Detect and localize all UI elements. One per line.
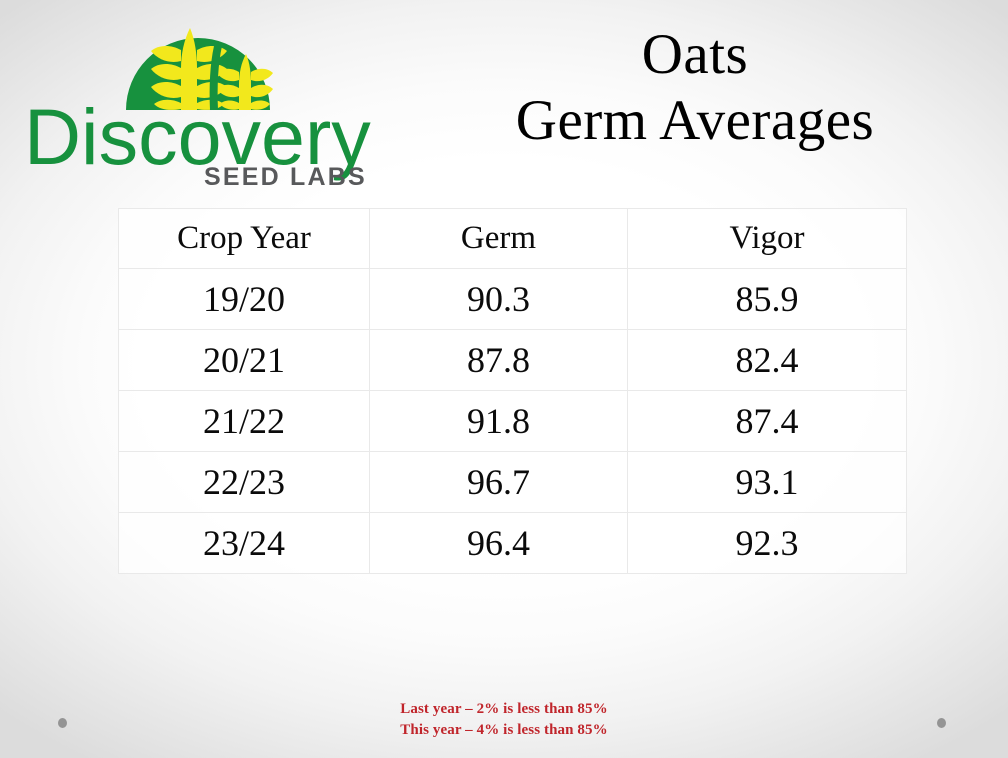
cell-germ: 96.4 xyxy=(369,512,628,574)
column-header-germ: Germ xyxy=(369,208,628,269)
decorative-dot-right xyxy=(937,718,946,728)
table-row: 21/22 91.8 87.4 xyxy=(118,390,907,452)
title-line-2: Germ Averages xyxy=(515,88,875,152)
cell-vigor: 93.1 xyxy=(627,451,907,513)
column-header-crop-year: Crop Year xyxy=(118,208,370,269)
wheat-emblem-icon xyxy=(126,28,273,110)
logo-tagline: SEED LABS xyxy=(204,163,367,191)
logo-wordmark: Discovery xyxy=(24,92,371,181)
discovery-seed-labs-logo: Discovery SEED LABS xyxy=(18,6,378,196)
cell-crop-year: 22/23 xyxy=(118,451,370,513)
slide-title: Oats Germ Averages xyxy=(430,24,960,151)
cell-crop-year: 19/20 xyxy=(118,268,370,330)
table-row: 19/20 90.3 85.9 xyxy=(118,268,907,330)
cell-crop-year: 23/24 xyxy=(118,512,370,574)
table-body: 19/20 90.3 85.9 20/21 87.8 82.4 21/22 91… xyxy=(118,268,907,574)
table-row: 22/23 96.7 93.1 xyxy=(118,451,907,513)
table-row: 23/24 96.4 92.3 xyxy=(118,512,907,574)
cell-vigor: 85.9 xyxy=(627,268,907,330)
cell-germ: 90.3 xyxy=(369,268,628,330)
cell-germ: 91.8 xyxy=(369,390,628,452)
footnote-line-2: This year – 4% is less than 85% xyxy=(400,722,608,739)
cell-vigor: 82.4 xyxy=(627,329,907,391)
footnote-line-1: Last year – 2% is less than 85% xyxy=(400,701,608,717)
table-header-row: Crop Year Germ Vigor xyxy=(118,208,907,269)
logo-artwork: Discovery SEED LABS xyxy=(24,28,371,191)
cell-germ: 87.8 xyxy=(369,329,628,391)
cell-vigor: 92.3 xyxy=(627,512,907,574)
footnote-block: Last year – 2% is less than 85% This yea… xyxy=(0,699,1008,742)
decorative-dot-left xyxy=(58,718,67,728)
table-head: Crop Year Germ Vigor xyxy=(118,208,907,269)
cell-crop-year: 20/21 xyxy=(118,329,370,391)
title-line-1: Oats xyxy=(641,23,749,86)
cell-germ: 96.7 xyxy=(369,451,628,513)
cell-vigor: 87.4 xyxy=(627,390,907,452)
germ-averages-table: Crop Year Germ Vigor 19/20 90.3 85.9 20/… xyxy=(118,208,907,574)
table-row: 20/21 87.8 82.4 xyxy=(118,329,907,391)
column-header-vigor: Vigor xyxy=(627,208,907,269)
cell-crop-year: 21/22 xyxy=(118,390,370,452)
